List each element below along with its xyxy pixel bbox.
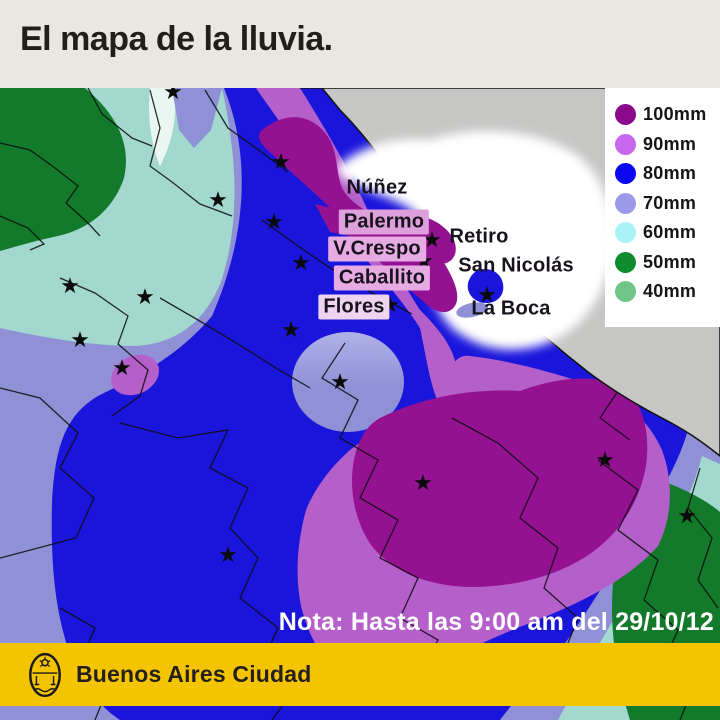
legend-item: 50mm bbox=[615, 248, 720, 278]
rainfall-contour-svg: ★★★★★ ★★★ ★★★★★★★★★★★ bbox=[0, 88, 720, 720]
legend-item-label: 100mm bbox=[643, 104, 707, 125]
legend-item: 100mm bbox=[615, 100, 720, 130]
band-90mm-west-blob bbox=[110, 354, 160, 396]
legend-item: 40mm bbox=[615, 277, 720, 307]
page-title: El mapa de la lluvia. bbox=[20, 20, 333, 58]
legend-color-dot bbox=[615, 104, 636, 126]
header: El mapa de la lluvia. bbox=[0, 0, 720, 88]
legend: 100mm 90mm 80mm 70mm 60mm 50mm 40mm bbox=[605, 88, 720, 327]
legend-color-dot bbox=[615, 222, 636, 244]
star-marker: ★ bbox=[413, 470, 433, 495]
star-marker: ★ bbox=[264, 209, 284, 234]
band-70mm-pocket bbox=[292, 332, 404, 432]
band-50mm-northwest bbox=[0, 88, 126, 251]
legend-item: 60mm bbox=[615, 218, 720, 248]
legend-color-dot bbox=[615, 163, 636, 185]
star-marker: ★ bbox=[60, 273, 80, 298]
legend-color-dot bbox=[615, 251, 636, 273]
band-70mm-top bbox=[172, 88, 222, 148]
star-marker: ★ bbox=[271, 149, 291, 174]
star-marker: ★ bbox=[677, 503, 697, 528]
rainfall-map: ★ ★ ★ ★ ★ ★ ★ ★ ★ ★ ★ ★ ★ ★ ★ ★ ★ ★ ★ bbox=[0, 88, 720, 720]
star-marker: ★ bbox=[291, 250, 311, 275]
label-glow bbox=[336, 131, 614, 350]
legend-item: 70mm bbox=[615, 189, 720, 219]
star-marker: ★ bbox=[380, 292, 400, 317]
legend-color-dot bbox=[615, 281, 636, 303]
band-70mm-laboca-patch bbox=[456, 302, 488, 318]
legend-item-label: 40mm bbox=[643, 281, 697, 302]
legend-color-dot bbox=[615, 133, 636, 155]
legend-item: 90mm bbox=[615, 130, 720, 160]
star-marker: ★ bbox=[477, 282, 497, 307]
star-marker: ★ bbox=[595, 447, 615, 472]
note-text: Nota: Hasta las 9:00 am del 29/10/12 bbox=[278, 608, 714, 636]
star-marker: ★ bbox=[163, 88, 183, 104]
legend-color-dot bbox=[615, 192, 636, 214]
star-marker: ★ bbox=[70, 327, 90, 352]
footer-bar: Buenos Aires Ciudad bbox=[0, 643, 720, 706]
legend-item-label: 70mm bbox=[643, 192, 697, 213]
star-marker: ★ bbox=[112, 355, 132, 380]
star-marker: ★ bbox=[218, 542, 238, 567]
star-marker: ★ bbox=[422, 227, 442, 252]
star-marker: ★ bbox=[281, 317, 301, 342]
legend-item-label: 90mm bbox=[643, 133, 697, 154]
legend-item: 80mm bbox=[615, 159, 720, 189]
star-marker: ★ bbox=[208, 187, 228, 212]
legend-item-label: 80mm bbox=[643, 163, 697, 184]
band-100mm-core-south bbox=[351, 378, 648, 587]
footer-brand: Buenos Aires Ciudad bbox=[76, 661, 312, 687]
buenos-aires-seal-icon bbox=[29, 652, 61, 697]
band-80mm-laboca-patch bbox=[467, 269, 504, 304]
legend-item-label: 60mm bbox=[643, 222, 697, 243]
star-marker: ★ bbox=[330, 369, 350, 394]
legend-items: 100mm 90mm 80mm 70mm 60mm 50mm 40mm bbox=[615, 100, 720, 307]
legend-item-label: 50mm bbox=[643, 251, 697, 272]
star-marker: ★ bbox=[135, 284, 155, 309]
